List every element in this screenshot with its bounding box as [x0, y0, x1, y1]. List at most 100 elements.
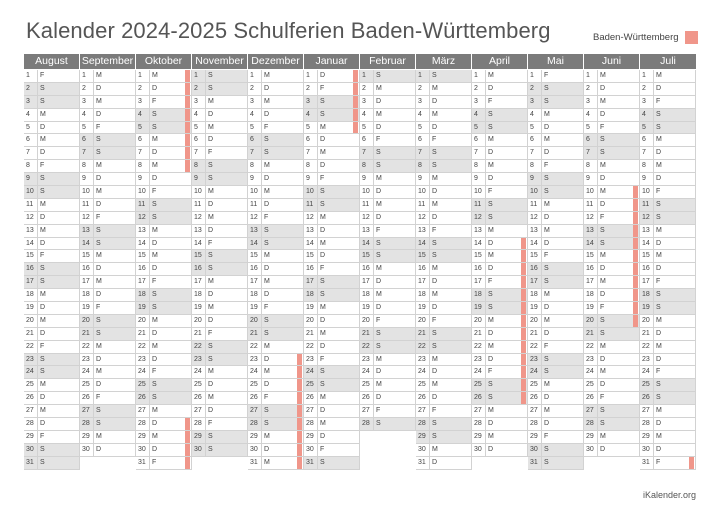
day-cell: 26 M	[192, 392, 248, 406]
weekday-letter: D	[373, 121, 385, 134]
day-cell: 14 D	[136, 237, 192, 251]
day-cell: 23 D	[136, 353, 192, 367]
day-number: 15	[642, 252, 650, 260]
day-number: 7	[530, 149, 534, 157]
day-cell: 23 S	[24, 353, 80, 367]
day-cell: 24 D	[360, 366, 416, 380]
day-number: 19	[26, 304, 34, 312]
day-number: 1	[82, 72, 86, 79]
day-number: 8	[362, 162, 366, 170]
day-number: 8	[194, 162, 198, 170]
day-number: 8	[26, 162, 30, 170]
weekday-letter: M	[149, 250, 161, 263]
weekday-letter: M	[261, 430, 273, 443]
holiday-marker	[633, 237, 638, 250]
day-cell: 26 F	[584, 392, 640, 406]
weekday-letter: M	[597, 186, 609, 198]
day-number: 27	[586, 407, 594, 415]
day-cell: 15 M	[472, 250, 528, 264]
day-number: 29	[586, 432, 594, 440]
weekday-letter: S	[261, 314, 273, 327]
day-number: 6	[138, 136, 142, 144]
weekday-letter: D	[429, 121, 441, 134]
day-number: 31	[306, 458, 314, 466]
day-cell: 26 D	[416, 392, 472, 406]
day-number: 16	[26, 265, 34, 273]
weekday-letter: S	[653, 289, 665, 302]
weekday-letter: D	[261, 443, 273, 456]
weekday-letter: D	[597, 443, 609, 456]
day-number: 1	[530, 72, 534, 79]
weekday-letter: M	[429, 289, 441, 302]
day-number: 3	[586, 97, 590, 105]
day-cell: 15 M	[584, 250, 640, 264]
day-cell: 24 D	[416, 366, 472, 380]
day-number: 28	[194, 420, 202, 428]
day-cell: 20 F	[416, 314, 472, 328]
day-number: 18	[474, 291, 482, 299]
day-cell: 22 S	[416, 340, 472, 354]
weekday-letter: M	[429, 443, 441, 456]
day-cell: 25 D	[584, 379, 640, 393]
weekday-letter: D	[205, 314, 217, 327]
holiday-marker	[521, 314, 526, 327]
day-cell: 26 F	[248, 392, 304, 406]
weekday-letter: S	[317, 456, 329, 469]
weekday-letter: F	[541, 160, 553, 173]
weekday-letter: D	[317, 224, 329, 237]
day-number: 15	[194, 252, 202, 260]
weekday-letter: M	[205, 302, 217, 314]
weekday-letter: M	[373, 379, 385, 392]
month-header: August	[24, 54, 80, 69]
day-number: 6	[194, 136, 198, 144]
weekday-letter: M	[485, 224, 497, 237]
weekday-letter: D	[485, 237, 497, 250]
holiday-marker	[633, 263, 638, 276]
weekday-letter: S	[149, 392, 161, 405]
weekday-letter: S	[597, 147, 609, 160]
weekday-letter: S	[93, 147, 105, 160]
day-number: 13	[474, 226, 482, 234]
weekday-letter: F	[261, 392, 273, 405]
weekday-letter: M	[261, 340, 273, 353]
day-cell: 12 M	[192, 211, 248, 225]
day-cell: 13 M	[136, 224, 192, 238]
weekday-letter: D	[149, 263, 161, 276]
day-number: 21	[586, 329, 594, 337]
weekday-letter: D	[373, 186, 385, 198]
day-number: 19	[642, 304, 650, 312]
weekday-letter: M	[597, 430, 609, 443]
weekday-letter: D	[93, 263, 105, 276]
day-number: 26	[138, 394, 146, 402]
weekday-letter: D	[317, 250, 329, 263]
day-number: 16	[530, 265, 538, 273]
day-cell: 11 D	[80, 198, 136, 212]
weekday-letter: S	[205, 340, 217, 353]
day-cell: 26 S	[640, 392, 696, 406]
day-number: 12	[82, 213, 90, 221]
weekday-letter: D	[205, 198, 217, 211]
day-number: 17	[418, 278, 426, 286]
day-number: 27	[362, 407, 370, 415]
day-number: 18	[586, 291, 594, 299]
weekday-letter: D	[93, 443, 105, 456]
day-number: 26	[306, 394, 314, 402]
day-number: 10	[642, 188, 650, 196]
page-title: Kalender 2024-2025 Schulferien Baden-Wür…	[26, 18, 551, 43]
day-cell: 11 S	[640, 198, 696, 212]
weekday-letter: M	[429, 379, 441, 392]
day-cell: 30 S	[528, 443, 584, 457]
weekday-letter: D	[317, 70, 329, 82]
day-number: 19	[250, 304, 258, 312]
day-cell: 25 D	[80, 379, 136, 393]
weekday-letter: F	[205, 237, 217, 250]
day-number: 29	[306, 432, 314, 440]
